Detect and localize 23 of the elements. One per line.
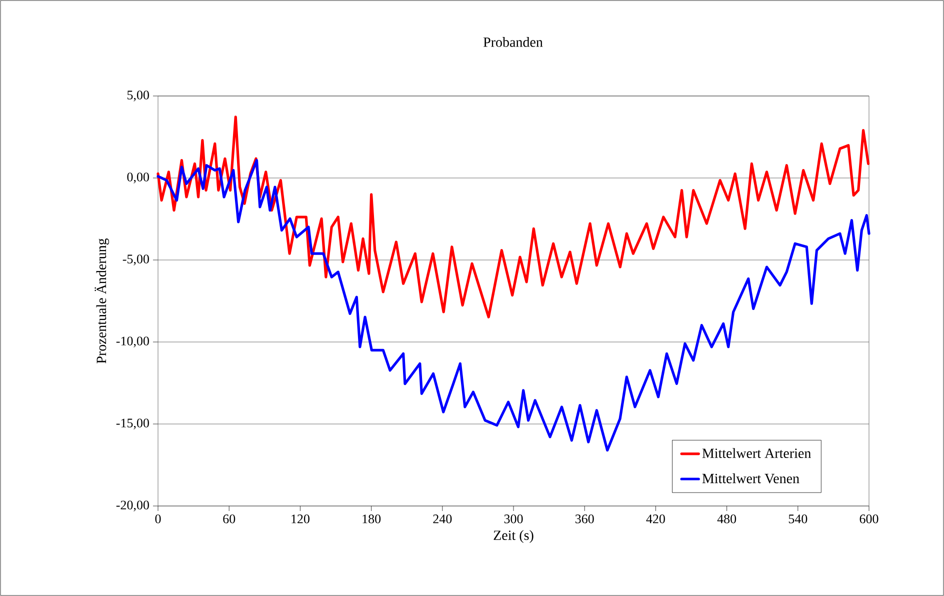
line-series bbox=[156, 116, 870, 318]
y-tick-label: -5,00 bbox=[122, 254, 149, 266]
x-axis-title: Zeit (s) bbox=[494, 530, 534, 543]
x-tick-label: 240 bbox=[433, 514, 452, 524]
legend-label: Mittelwert Venen bbox=[702, 473, 800, 484]
y-tick-label: 0,00 bbox=[127, 172, 149, 184]
x-tick-label: 480 bbox=[717, 514, 736, 524]
legend-label: Mittelwert Arterien bbox=[702, 448, 811, 458]
x-tick-label: 600 bbox=[860, 514, 878, 524]
x-tick-label: 300 bbox=[504, 514, 523, 524]
x-tick-label: 540 bbox=[788, 514, 808, 524]
x-tick-label: 420 bbox=[646, 514, 665, 524]
y-tick-label: 5,00 bbox=[127, 90, 149, 102]
x-tick-label: 360 bbox=[575, 514, 594, 524]
x-tick-label: 180 bbox=[362, 514, 381, 524]
x-tick-label: 60 bbox=[223, 514, 236, 524]
y-tick-label: -15,00 bbox=[116, 418, 149, 430]
y-axis-title: Prozentuale Änderung bbox=[94, 238, 110, 364]
y-tick-label: -10,00 bbox=[116, 336, 149, 348]
x-tick-label: 0 bbox=[155, 514, 161, 524]
y-tick-label: -20,00 bbox=[116, 500, 149, 512]
chart-title: Probanden bbox=[483, 37, 543, 47]
x-tick-label: 120 bbox=[292, 514, 310, 524]
